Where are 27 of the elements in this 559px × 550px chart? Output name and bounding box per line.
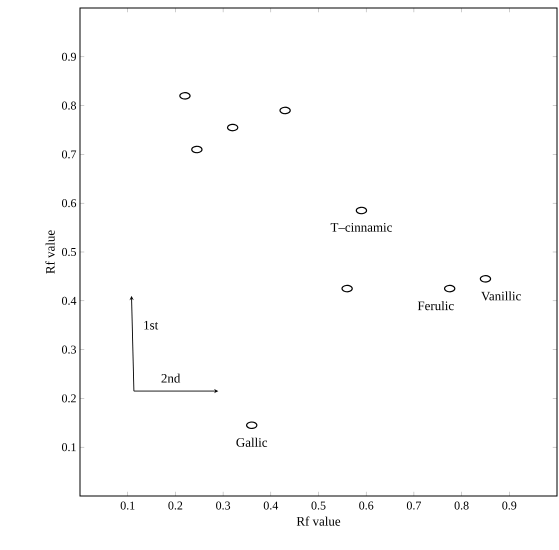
x-tick-label: 0.8 [454,502,469,510]
y-tick-label: 0.4 [62,296,76,305]
x-tick-label: 0.2 [168,502,182,510]
point [246,421,258,430]
annotation: Ferulic [418,301,454,310]
y-tick-label: 0.7 [62,150,76,158]
annotation: 1st [144,320,158,330]
x-tick-label: 0.1 [120,502,134,510]
y-tick-label: 0.6 [62,199,76,208]
annotation: Gallic [236,438,268,447]
x-tick-label: 0.9 [502,502,516,510]
y-tick-label: 0.9 [62,52,76,61]
y-tick-label: 0.8 [62,102,76,110]
x-tick-label: 0.4 [264,502,278,510]
y-tick-label: 0.1 [62,443,76,452]
annotation: Vanillic [481,291,521,301]
y-axis-title: Rf value [45,230,55,274]
x-tick-label: 0.7 [406,502,422,510]
x-tick-label: 0.5 [311,502,326,510]
y-tick-label: 0.5 [62,248,76,256]
x-tick-label: 0.3 [216,502,230,510]
x-axis-title: Rf value [296,516,340,526]
y-tick-label: 0.3 [62,346,76,354]
annotation: T–cinnamic [330,223,392,232]
annotation: 2nd [161,374,180,383]
y-tick-label: 0.2 [62,394,76,402]
x-tick-label: 0.6 [359,502,374,510]
